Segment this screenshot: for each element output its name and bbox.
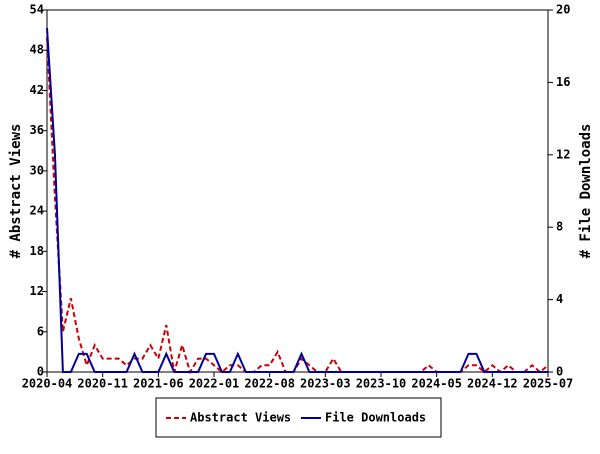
y2-tick-label: 12 [556,147,570,161]
y-tick-label: 42 [30,83,44,97]
x-tick-label: 2024-12 [467,377,518,391]
y-tick-label: 18 [30,244,44,258]
y-tick-label: 24 [30,204,44,218]
y-tick-label: 36 [30,123,44,137]
legend-label: Abstract Views [190,411,291,425]
y2-tick-label: 4 [556,292,563,306]
y2-tick-label: 20 [556,3,570,17]
x-tick-label: 2024-05 [411,377,462,391]
x-tick-label: 2022-08 [244,377,295,391]
legend-label: File Downloads [325,411,426,425]
y-tick-label: 6 [37,324,44,338]
y-tick-label: 48 [30,43,44,57]
y2-axis-label: # File Downloads [578,124,594,259]
y-tick-label: 0 [37,365,44,379]
x-tick-label: 2020-04 [22,377,73,391]
y2-tick-label: 16 [556,75,570,89]
y-tick-label: 30 [30,163,44,177]
x-tick-label: 2023-10 [356,377,407,391]
y-axis-label: # Abstract Views [8,124,24,259]
x-tick-label: 2025-07 [523,377,574,391]
series-line [46,28,548,373]
x-tick-label: 2020-11 [77,377,128,391]
y2-tick-label: 0 [556,365,563,379]
series-line [46,36,549,375]
x-tick-label: 2023-03 [300,377,351,391]
x-tick-label: 2021-06 [133,377,184,391]
y-tick-label: 54 [30,3,44,17]
x-tick-label: 2022-01 [189,377,240,391]
plot-frame [46,9,549,373]
legend-box [155,397,442,438]
y-tick-label: 12 [30,284,44,298]
y2-tick-label: 8 [556,220,563,234]
